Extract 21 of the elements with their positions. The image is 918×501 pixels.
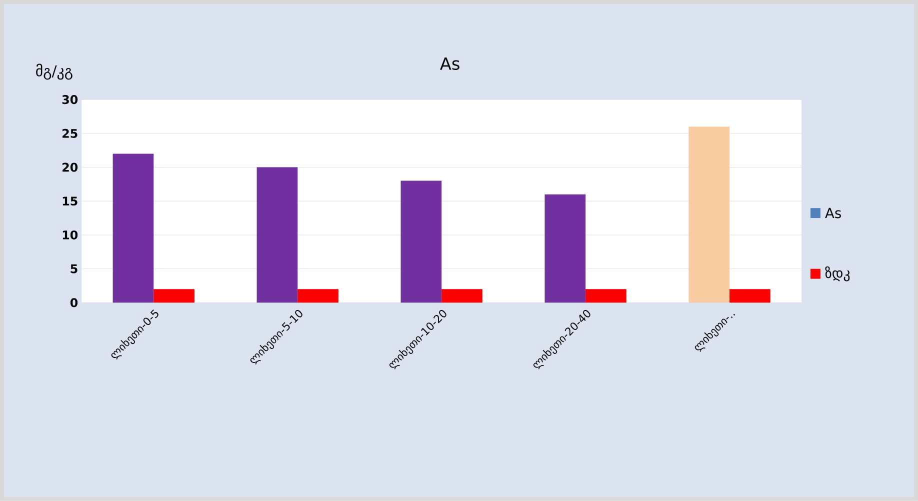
y-tick-label: 15 bbox=[62, 196, 78, 206]
bar bbox=[544, 194, 586, 303]
y-tick-label: 0 bbox=[70, 298, 78, 308]
bar bbox=[442, 289, 482, 303]
bar bbox=[112, 154, 154, 303]
y-tick-label: 10 bbox=[62, 230, 78, 240]
chart-title: As bbox=[440, 58, 460, 70]
bar bbox=[154, 289, 194, 303]
y-tick-label: 20 bbox=[62, 162, 78, 172]
bar bbox=[586, 289, 626, 303]
bar bbox=[688, 126, 730, 303]
bar bbox=[400, 180, 442, 303]
text: მგ/კგ bbox=[36, 64, 72, 80]
bar bbox=[256, 167, 298, 303]
text: As bbox=[825, 208, 841, 218]
legend-label: ზდკ bbox=[825, 266, 850, 282]
y-tick-label: 25 bbox=[62, 129, 78, 138]
bar bbox=[298, 289, 338, 303]
y-tick-label: 5 bbox=[70, 264, 78, 274]
y-tick-label: 30 bbox=[62, 95, 78, 104]
bar bbox=[730, 289, 770, 303]
